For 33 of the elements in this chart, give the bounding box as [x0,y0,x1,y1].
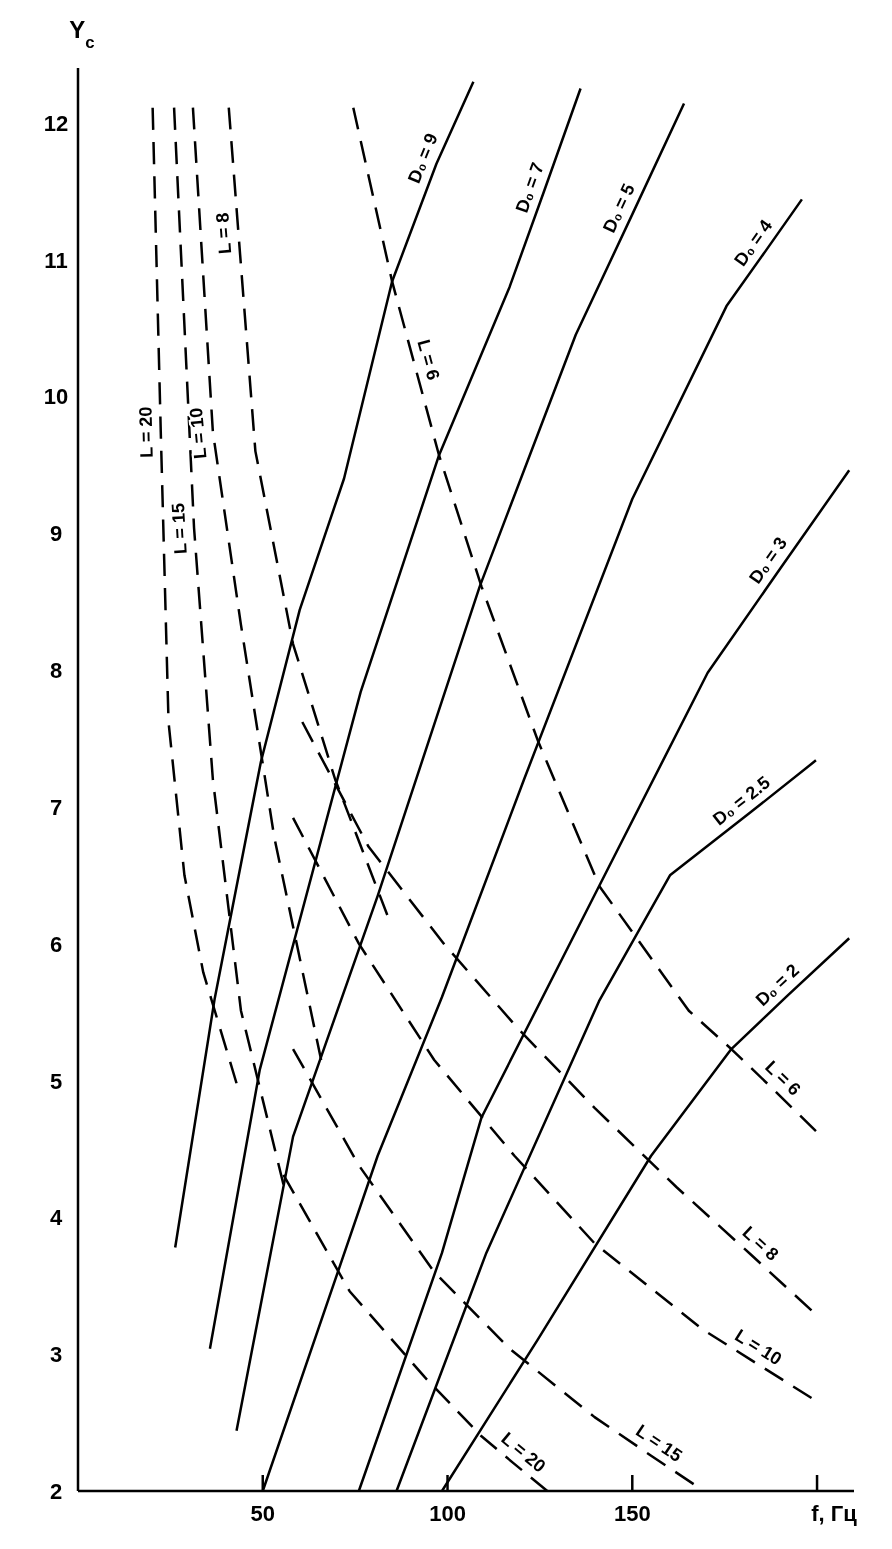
annotation: L = 8 [738,1222,783,1265]
annotation: L = 20 [497,1428,550,1477]
annotation: L = 6 [413,337,444,383]
annotation: L = 10 [731,1325,786,1370]
annotation: L = 8 [212,212,236,255]
annotation: D₀ = 5 [598,180,639,236]
y-tick-label: 2 [49,1479,63,1504]
y-tick-label: 8 [49,658,63,684]
annotation: D₀ = 3 [745,533,792,588]
annotation: L = 15 [167,502,191,555]
x-tick-label: 100 [429,1501,466,1526]
annotation: L = 15 [632,1420,686,1466]
y-tick-label: 6 [49,931,63,957]
annotation: D₀ = 9 [403,130,442,186]
y-tick-label: 10 [43,384,69,410]
y-tick-label: 5 [49,1068,63,1094]
annotation: L = 10 [185,406,211,460]
y-axis-title: Y$_{c}$ [69,16,95,52]
annotation: D₀ = 7 [511,159,548,216]
annotation: D₀ = 4 [730,216,777,270]
x-tick-label: 150 [613,1501,651,1526]
annotation: L = 20 [135,406,157,459]
y-tick-label: 3 [49,1342,63,1368]
y-tick-label: 9 [49,521,63,547]
y-tick-label: 12 [43,110,69,136]
x-axis-title: f, Гц [811,1501,858,1526]
annotation: D₀ = 2 [751,960,804,1010]
annotation: D₀ = 2.5 [709,772,774,830]
y-tick-label: 11 [44,247,68,273]
y-tick-label: 7 [49,794,63,820]
x-tick-label: 50 [250,1501,275,1526]
annotation: L = 6 [761,1056,805,1100]
y-tick-label: 4 [49,1205,63,1231]
